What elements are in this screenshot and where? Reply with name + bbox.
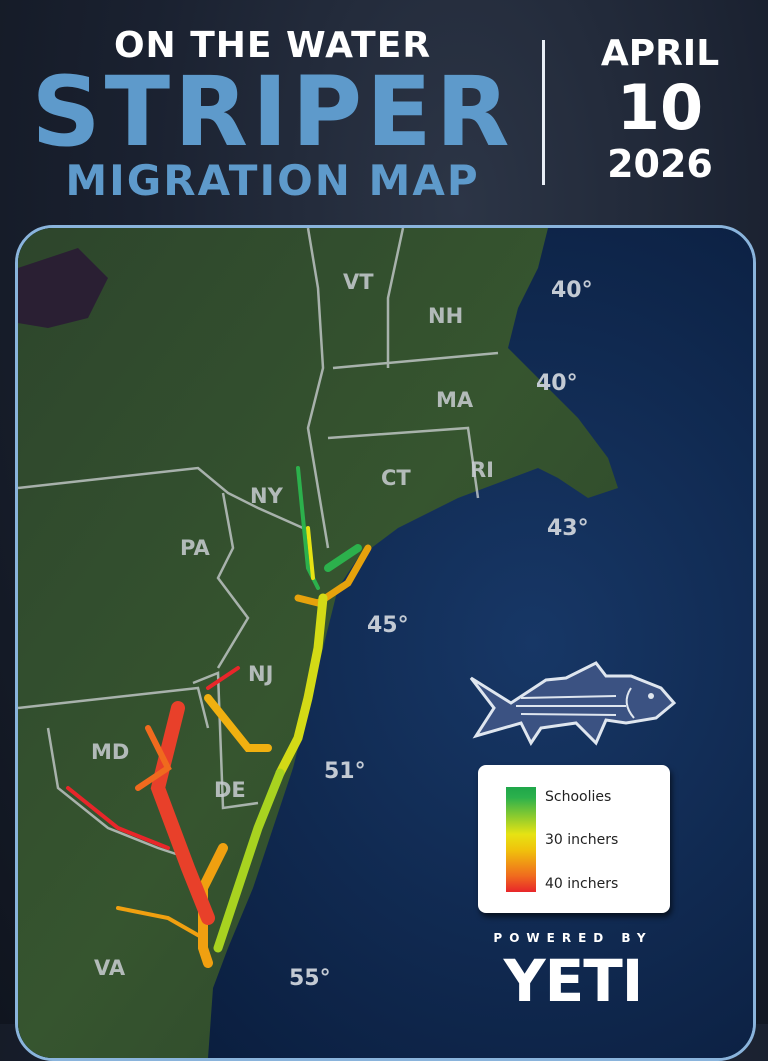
state-label-vt: VT [343, 270, 374, 294]
yeti-logo: YETI [503, 947, 644, 1015]
state-label-de: DE [214, 778, 246, 802]
state-label-ct: CT [381, 466, 411, 490]
legend-item-schoolies: Schoolies [545, 789, 612, 805]
water-temp: 55° [289, 966, 331, 991]
water-temp: 45° [367, 613, 409, 638]
date-month: APRIL [600, 33, 720, 74]
state-label-pa: PA [180, 536, 210, 560]
state-label-ny: NY [250, 484, 283, 508]
legend-color-scale [506, 787, 536, 892]
date-year: 2026 [607, 142, 713, 186]
legend: Schoolies 30 inchers 40 inchers [478, 765, 670, 913]
header-subtitle: MIGRATION MAP [65, 156, 480, 205]
header-kicker: ON THE WATER [113, 25, 432, 66]
map-graphic [18, 228, 753, 1058]
water-temp: 40° [551, 278, 593, 303]
state-label-nj: NJ [248, 662, 274, 686]
state-label-ri: RI [470, 458, 494, 482]
state-borders [18, 228, 499, 860]
water-temp: 43° [547, 516, 589, 541]
date-day: 10 [616, 71, 704, 144]
header-title: STRIPER [31, 56, 514, 168]
striped-bass-icon [469, 661, 677, 746]
powered-by-text: POWERED BY [493, 931, 653, 945]
migration-map: VT NH MA CT RI NY PA NJ MD DE VA 40° 40°… [15, 225, 756, 1061]
lake-ontario [18, 248, 108, 328]
state-label-nh: NH [428, 304, 464, 328]
legend-item-30-inchers: 30 inchers [545, 832, 619, 848]
water-temp: 40° [536, 371, 578, 396]
water-temp: 51° [324, 759, 366, 784]
legend-item-40-inchers: 40 inchers [545, 876, 619, 892]
state-label-ma: MA [436, 388, 474, 412]
striper-zones [66, 466, 372, 968]
header-divider [542, 40, 545, 185]
state-label-md: MD [91, 740, 130, 764]
header: ON THE WATER STRIPER MIGRATION MAP APRIL… [0, 0, 768, 225]
state-label-va: VA [94, 956, 126, 980]
